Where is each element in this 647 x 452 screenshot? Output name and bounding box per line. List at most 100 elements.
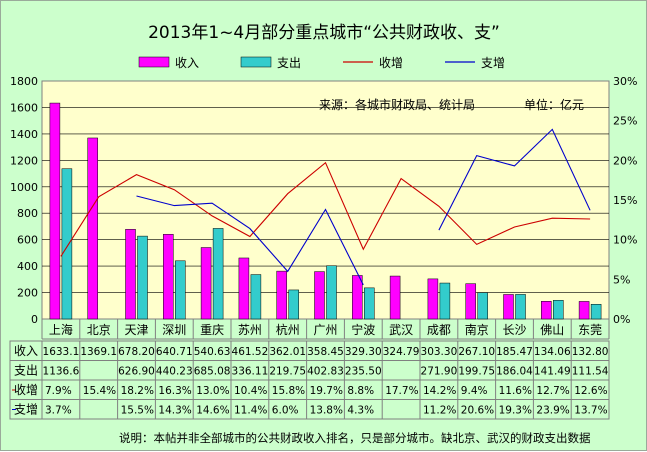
bar-expense-10: [439, 282, 451, 320]
bar-income-6: [276, 270, 287, 320]
data-label: 23.9%: [536, 405, 569, 417]
data-label: 4.3%: [347, 405, 374, 417]
y-tick-left: 800: [17, 207, 38, 220]
bar-income-13: [541, 301, 552, 320]
x-tick-label: 广州: [313, 323, 337, 337]
x-tick-label: 苏州: [238, 323, 262, 337]
data-label: 11.4%: [234, 405, 267, 417]
data-label: 10.4%: [234, 385, 267, 397]
legend-label-2: 收增: [379, 56, 403, 70]
bar-expense-3: [175, 260, 186, 320]
legend-swatch-1: [240, 56, 272, 68]
data-label: 685.08: [194, 366, 231, 378]
y-tick-right: 5%: [613, 273, 630, 286]
y-tick-left: 1200: [10, 154, 38, 167]
data-label: 132.80: [572, 346, 609, 358]
data-label: 358.45: [307, 346, 344, 358]
chart-title: 2013年1~4月部分重点城市“公共财政收、支”: [148, 23, 500, 43]
y-tick-right: 25%: [613, 115, 637, 128]
bar-income-9: [389, 275, 401, 320]
data-label: 15.4%: [83, 385, 116, 397]
bar-income-5: [238, 257, 250, 320]
x-tick-label: 佛山: [540, 323, 564, 337]
y-tick-left: 0: [31, 313, 38, 326]
data-label: 678.20: [118, 346, 155, 358]
data-label: 235.50: [345, 366, 382, 378]
bar-income-7: [314, 271, 325, 320]
legend-swatch-0: [138, 56, 170, 68]
y-tick-left: 200: [17, 287, 38, 300]
data-label: 9.4%: [461, 385, 488, 397]
data-label: 7.9%: [45, 385, 72, 397]
data-label: 8.8%: [347, 385, 374, 397]
y-tick-right: 30%: [613, 75, 637, 88]
data-label: 13.0%: [196, 385, 229, 397]
x-tick-label: 北京: [87, 323, 111, 337]
legend-label-0: 收入: [175, 56, 199, 70]
bar-income-1: [87, 137, 98, 320]
data-label: 461.52: [232, 346, 269, 358]
x-tick-label: 南京: [465, 322, 489, 337]
y-tick-left: 400: [17, 260, 38, 273]
bar-income-3: [163, 234, 174, 320]
legend-label-3: 支增: [481, 56, 505, 70]
bar-expense-11: [477, 292, 488, 320]
bar-income-8: [352, 275, 363, 320]
bar-income-12: [503, 294, 514, 320]
bar-expense-4: [212, 228, 224, 320]
y-tick-right: 10%: [613, 234, 637, 247]
bar-income-10: [427, 278, 439, 320]
data-table-row-header: 收入: [14, 344, 38, 358]
footnote: 说明：本帖并非全部城市的公共财政收入排名，只是部分城市。缺北京、武汉的财政支出数…: [119, 431, 591, 445]
data-label: 219.75: [269, 366, 306, 378]
data-label: 12.6%: [574, 385, 607, 397]
data-label: 1633.1: [43, 346, 80, 358]
bar-expense-12: [515, 294, 526, 320]
x-tick-label: 深圳: [162, 323, 186, 337]
data-label: 14.6%: [196, 405, 229, 417]
y-tick-left: 1600: [10, 101, 38, 114]
data-label: 16.3%: [158, 385, 191, 397]
data-label: 336.11: [232, 366, 269, 378]
x-tick-label: 上海: [49, 322, 73, 337]
data-label: 134.06: [534, 346, 571, 358]
data-label: 267.10: [458, 346, 495, 358]
x-tick-label: 重庆: [200, 323, 224, 337]
data-label: 626.90: [118, 366, 155, 378]
bar-expense-6: [288, 289, 299, 320]
data-label: 271.90: [421, 366, 458, 378]
data-label: 14.3%: [158, 405, 191, 417]
bar-income-4: [200, 247, 212, 320]
data-label: 540.63: [194, 346, 231, 358]
data-label: 185.47: [496, 346, 533, 358]
plot-area: [41, 80, 610, 320]
data-label: 329.30: [345, 346, 382, 358]
x-tick-label: 宁波: [351, 322, 375, 337]
x-tick-label: 成都: [427, 323, 451, 337]
x-tick-label: 天津: [124, 323, 148, 337]
bar-income-11: [465, 283, 476, 320]
data-label: 324.79: [383, 346, 420, 358]
x-tick-label: 杭州: [276, 322, 300, 337]
data-label: 3.7%: [45, 405, 72, 417]
y-tick-left: 1400: [10, 128, 38, 141]
bar-expense-2: [137, 235, 148, 320]
y-tick-left: 1800: [10, 75, 38, 88]
x-tick-label: 武汉: [389, 323, 413, 337]
data-label: 111.54: [572, 366, 609, 378]
data-label: 362.01: [269, 346, 306, 358]
bar-income-2: [125, 229, 136, 320]
data-label: 19.7%: [310, 385, 343, 397]
bar-expense-0: [61, 168, 73, 320]
y-tick-right: 0%: [613, 313, 630, 326]
source-note: 来源：各城市财政局、统计局: [319, 97, 475, 112]
data-label: 20.6%: [461, 405, 494, 417]
data-label: 12.7%: [536, 385, 569, 397]
unit-note: 单位：亿元: [524, 97, 584, 112]
line-expense-growth-seg-1: [136, 195, 364, 286]
y-tick-left: 1000: [10, 181, 38, 194]
y-tick-left: 600: [17, 234, 38, 247]
bar-expense-7: [326, 265, 337, 320]
